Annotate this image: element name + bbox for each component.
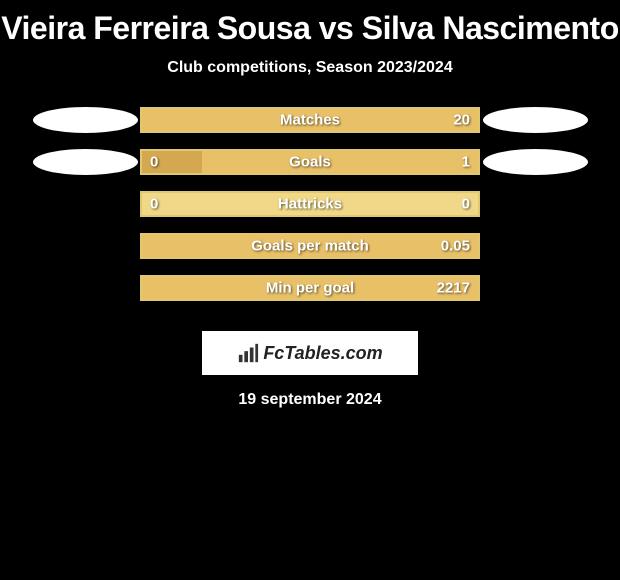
stat-bar-fill-right xyxy=(202,151,478,173)
generated-date: 19 september 2024 xyxy=(238,391,381,409)
player-avatar-left xyxy=(33,149,138,175)
stat-label: Hattricks xyxy=(278,196,342,213)
player-avatar-right xyxy=(483,107,588,133)
stat-value-left: 0 xyxy=(150,196,158,213)
stat-row: 0 Hattricks 0 xyxy=(20,191,600,217)
stat-row: Matches 20 xyxy=(20,107,600,133)
stat-label: Min per goal xyxy=(266,280,354,297)
stat-label: Goals xyxy=(289,154,331,171)
chart-columns-icon xyxy=(237,342,259,364)
avatar-slot-left xyxy=(30,149,140,175)
stat-value-right: 1 xyxy=(462,154,470,171)
stat-label: Goals per match xyxy=(251,238,369,255)
stat-row: Min per goal 2217 xyxy=(20,275,600,301)
stat-value-right: 0 xyxy=(462,196,470,213)
brand-logo-box[interactable]: FcTables.com xyxy=(202,331,418,375)
stat-row: 0 Goals 1 xyxy=(20,149,600,175)
player-avatar-left xyxy=(33,107,138,133)
stat-value-right: 0.05 xyxy=(441,238,470,255)
page-title: Vieira Ferreira Sousa vs Silva Nasciment… xyxy=(1,10,618,47)
stat-bar: 0 Goals 1 xyxy=(140,149,480,175)
stat-bar: Goals per match 0.05 xyxy=(140,233,480,259)
stat-row: Goals per match 0.05 xyxy=(20,233,600,259)
player-avatar-right xyxy=(483,149,588,175)
stat-value-right: 2217 xyxy=(437,280,470,297)
brand-logo-text: FcTables.com xyxy=(263,343,382,364)
stat-bar: Min per goal 2217 xyxy=(140,275,480,301)
comparison-card: Vieira Ferreira Sousa vs Silva Nasciment… xyxy=(0,0,620,419)
avatar-slot-left xyxy=(30,107,140,133)
stat-bar: Matches 20 xyxy=(140,107,480,133)
stat-bar: 0 Hattricks 0 xyxy=(140,191,480,217)
stat-value-right: 20 xyxy=(453,112,470,129)
page-subtitle: Club competitions, Season 2023/2024 xyxy=(167,59,452,77)
avatar-slot-right xyxy=(480,107,590,133)
stat-label: Matches xyxy=(280,112,340,129)
stat-value-left: 0 xyxy=(150,154,158,171)
avatar-slot-right xyxy=(480,149,590,175)
brand-logo-content: FcTables.com xyxy=(237,342,382,364)
stats-list: Matches 20 0 Goals 1 0 Hattricks 0 Goals per mat… xyxy=(20,107,600,317)
